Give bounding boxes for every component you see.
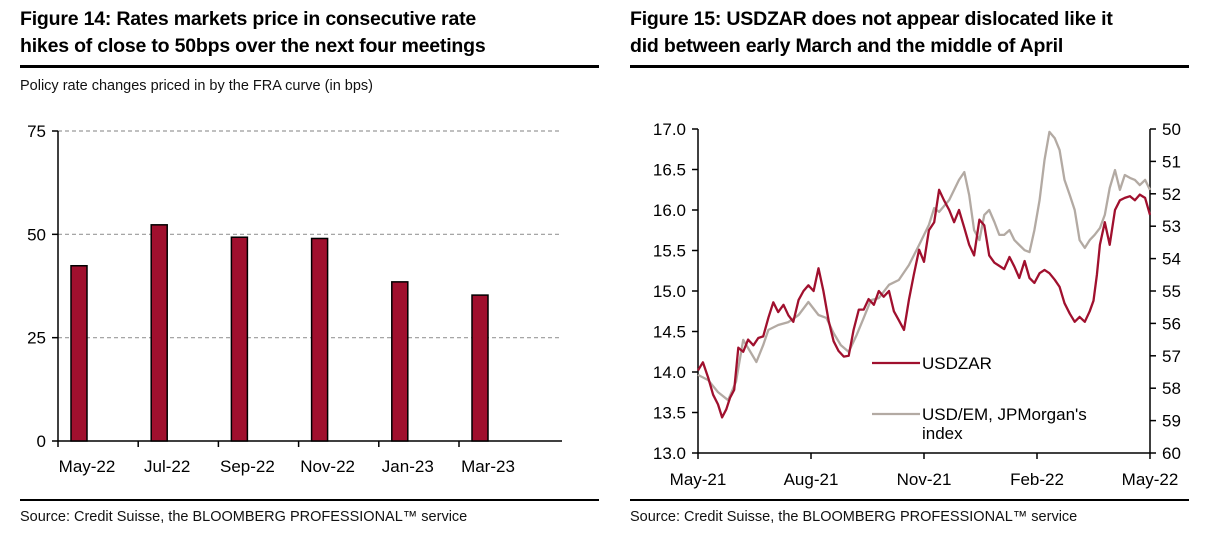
left-y-tick-label: 14.5 (653, 323, 686, 342)
legend-usdzar-label: USDZAR (922, 354, 992, 373)
right-y-tick-label: 51 (1162, 152, 1181, 171)
left-y-tick-label: 13.0 (653, 444, 686, 463)
bar-sep-22 (230, 236, 249, 442)
x-tick-label: Nov-21 (897, 470, 952, 489)
right-y-tick-label: 55 (1162, 282, 1181, 301)
figure-14-source: Source: Credit Suisse, the BLOOMBERG PRO… (20, 509, 468, 525)
legend-usdem-label-line1: USD/EM, JPMorgan's (922, 405, 1087, 424)
x-tick-label: Feb-22 (1010, 470, 1064, 489)
x-tick-label: Nov-22 (300, 457, 355, 476)
usdzar-line (697, 188, 1152, 419)
right-y-tick-label: 50 (1162, 120, 1181, 139)
figure-14-title: Figure 14: Rates markets price in consec… (20, 6, 486, 60)
figure-15-source: Source: Credit Suisse, the BLOOMBERG PRO… (630, 509, 1078, 525)
figure-15-title-line1: Figure 15: USDZAR does not appear disloc… (630, 8, 1113, 30)
right-y-tick-label: 59 (1162, 412, 1181, 431)
right-y-tick-label: 56 (1162, 314, 1181, 333)
figure-14-title-line1: Figure 14: Rates markets price in consec… (20, 8, 477, 30)
y-tick-label: 50 (27, 225, 46, 244)
x-tick-label: Sep-22 (220, 457, 275, 476)
x-tick-label: May-22 (1122, 470, 1179, 489)
legend-usdem-label-line2: index (922, 424, 963, 443)
bar-jul-22 (150, 224, 168, 442)
figure-14-subtitle: Policy rate changes priced in by the FRA… (20, 78, 373, 94)
figure-15-title-rule (630, 65, 1189, 68)
left-y-tick-label: 15.5 (653, 242, 686, 261)
bar-jan-23 (391, 281, 409, 442)
figure-14-bar-chart: 0 25 50 75 May-22 Jul-22 Sep-22 Nov-22 Jan-23 Mar… (27, 122, 562, 476)
left-y-tick-label: 14.0 (653, 363, 686, 382)
left-y-tick-label: 13.5 (653, 404, 686, 423)
bar-may-22 (70, 264, 88, 442)
figure-15-title-line2: did between early March and the middle o… (630, 35, 1064, 57)
x-tick-label: Aug-21 (784, 470, 839, 489)
y-tick-label: 25 (27, 329, 46, 348)
figure-15-source-rule (630, 499, 1189, 501)
right-y-tick-label: 52 (1162, 185, 1181, 204)
x-tick-label: Mar-23 (461, 457, 515, 476)
x-tick-label: May-21 (670, 470, 727, 489)
right-y-tick-label: 53 (1162, 217, 1181, 236)
y-tick-label: 0 (37, 432, 46, 451)
bar-nov-22 (310, 237, 329, 442)
right-y-tick-label: 60 (1162, 444, 1181, 463)
right-y-tick-label: 57 (1162, 347, 1181, 366)
right-y-tick-label: 54 (1162, 250, 1181, 269)
figure-14-title-line2: hikes of close to 50bps over the next fo… (20, 35, 486, 57)
figure-14-title-rule (20, 65, 599, 68)
left-y-tick-label: 16.0 (653, 201, 686, 220)
left-y-tick-label: 17.0 (653, 120, 686, 139)
figure-15-title: Figure 15: USDZAR does not appear disloc… (630, 6, 1113, 60)
bar-mar-23 (471, 294, 489, 442)
x-tick-label: Jan-23 (382, 457, 434, 476)
x-tick-label: Jul-22 (144, 457, 190, 476)
figure-14-source-rule (20, 499, 599, 501)
x-tick-label: May-22 (59, 457, 116, 476)
figure-15-line-chart: 13.0 13.5 14.0 14.5 15.0 15.5 16.0 16.5 17.0 50 51… (653, 120, 1181, 489)
left-y-tick-label: 16.5 (653, 161, 686, 180)
legend-usdem-label: USD/EM, JPMorgan's index (922, 405, 1087, 443)
left-y-tick-label: 15.0 (653, 282, 686, 301)
y-tick-label: 75 (27, 122, 46, 141)
right-y-tick-label: 58 (1162, 379, 1181, 398)
